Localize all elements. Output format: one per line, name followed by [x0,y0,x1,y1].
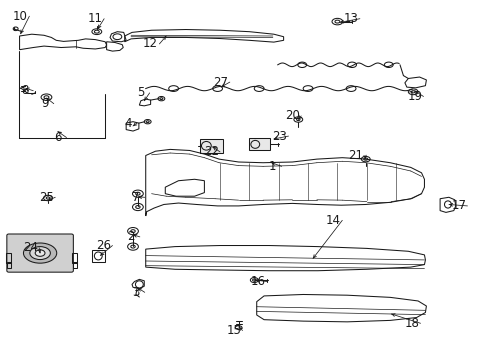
Text: 7: 7 [132,191,140,204]
FancyBboxPatch shape [7,234,73,272]
Text: 25: 25 [39,191,54,204]
Ellipse shape [30,247,50,260]
Bar [199,139,223,153]
Text: 4: 4 [124,117,132,130]
Text: 26: 26 [96,239,111,252]
Text: 24: 24 [23,241,38,254]
Text: 14: 14 [325,214,340,227]
Text: 6: 6 [54,131,61,144]
Text: 5: 5 [137,86,144,99]
Bar [73,262,77,268]
Text: 18: 18 [404,317,418,330]
Text: 16: 16 [250,275,265,288]
Text: 23: 23 [272,130,286,143]
Ellipse shape [23,243,57,263]
Text: 11: 11 [88,12,102,25]
Text: 15: 15 [226,324,241,337]
Text: 3: 3 [132,286,140,299]
Text: 1: 1 [268,160,276,173]
Text: 20: 20 [285,109,299,122]
Bar [6,253,11,263]
Text: 8: 8 [20,84,28,97]
Text: 19: 19 [407,90,421,103]
Text: 21: 21 [348,149,363,162]
Text: 9: 9 [41,97,49,110]
Text: 2: 2 [127,230,135,243]
Ellipse shape [35,250,45,256]
Text: 27: 27 [213,76,228,89]
Bar [72,253,77,263]
Text: 10: 10 [13,10,28,23]
Bar [7,262,11,268]
Text: 12: 12 [143,37,158,50]
Bar [92,250,104,262]
Text: 22: 22 [203,145,218,158]
Text: 13: 13 [343,12,358,25]
Text: 17: 17 [450,199,465,212]
Bar [249,138,269,150]
